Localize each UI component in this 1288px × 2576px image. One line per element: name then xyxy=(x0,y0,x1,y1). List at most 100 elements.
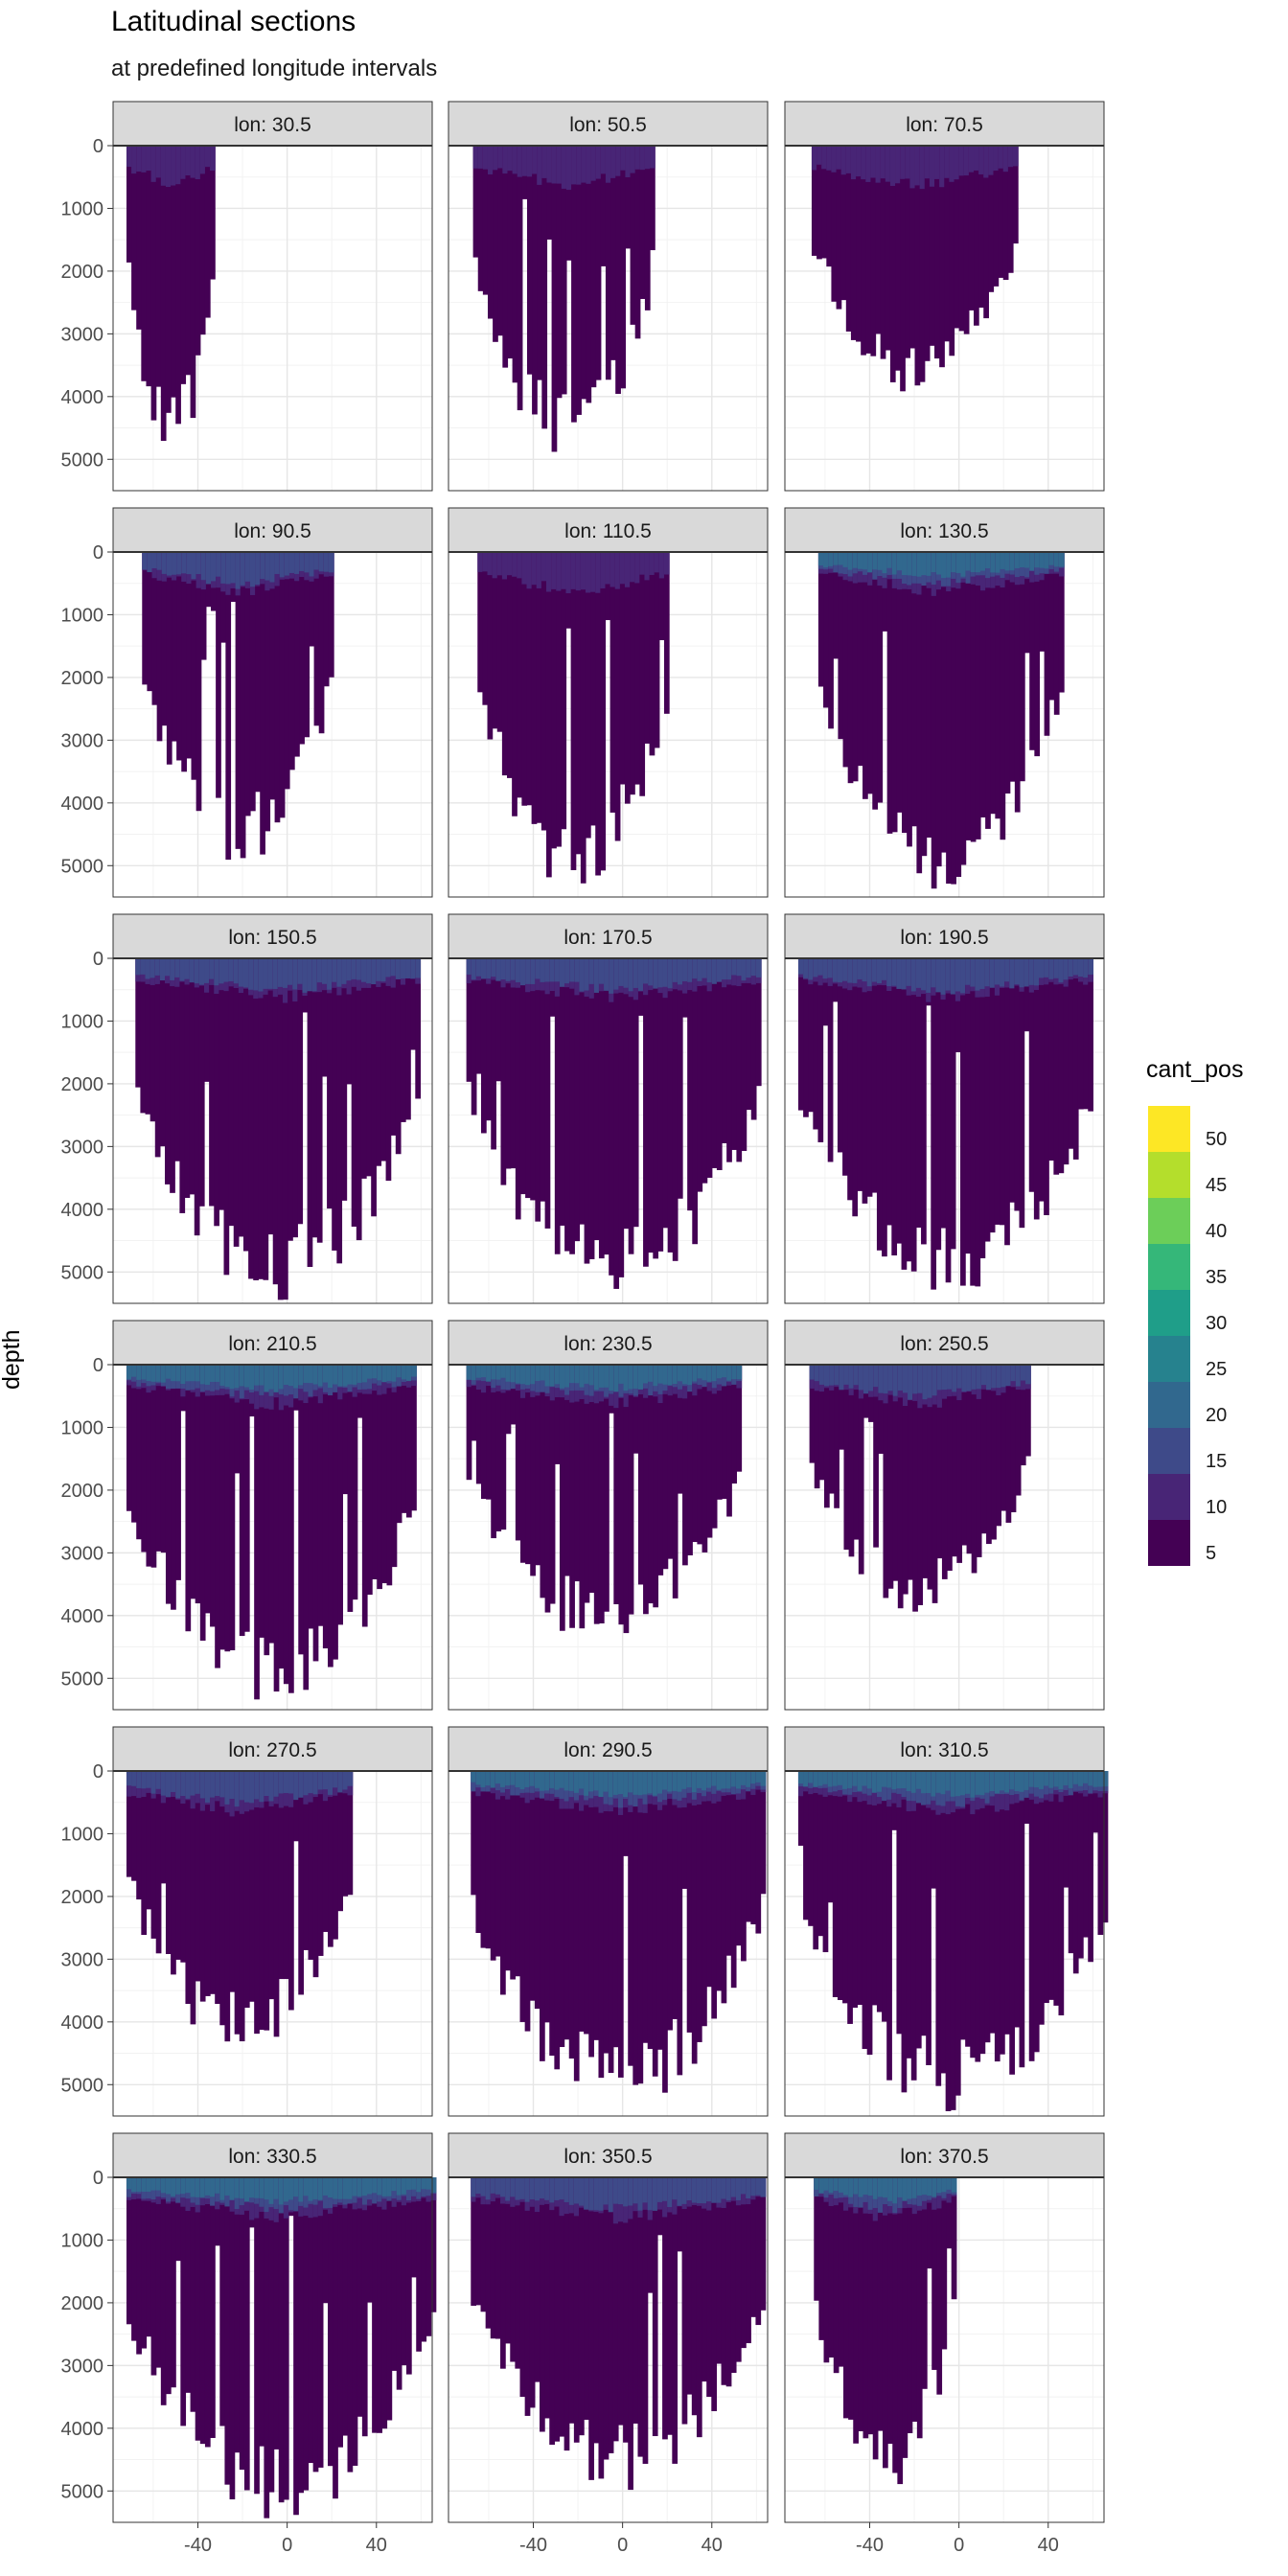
section-cell xyxy=(302,958,309,993)
section-cell xyxy=(907,552,912,847)
section-cell xyxy=(264,552,271,581)
y-tick-label: 1000 xyxy=(61,2230,104,2251)
section-cell xyxy=(288,1771,294,1794)
section-cell xyxy=(136,1365,142,1380)
section-cell xyxy=(505,958,512,981)
section-cell xyxy=(366,958,372,1177)
section-cell xyxy=(1039,552,1046,652)
section-cell xyxy=(150,2177,157,2191)
section-cell xyxy=(126,2177,132,2325)
section-cell xyxy=(983,146,989,178)
section-cell xyxy=(386,2177,393,2421)
y-tick-label: 3000 xyxy=(61,2356,104,2377)
section-cell xyxy=(242,958,249,1252)
section-cell xyxy=(604,958,610,1255)
section-cell xyxy=(131,1771,137,1786)
section-cell xyxy=(817,1771,824,1937)
section-cell xyxy=(292,958,298,990)
section-cell xyxy=(405,958,411,978)
panel-border xyxy=(112,145,433,492)
section-cell xyxy=(537,146,542,185)
section-cell xyxy=(1048,552,1055,565)
section-cell xyxy=(283,1365,289,1685)
section-cell xyxy=(239,2177,245,2199)
section-cell xyxy=(615,146,621,176)
section-cell xyxy=(677,2177,683,2252)
section-cell xyxy=(190,2177,196,2197)
section-cell xyxy=(1014,1771,1021,2028)
y-tick-label: 1000 xyxy=(61,605,104,626)
facet-strip-label: lon: 70.5 xyxy=(906,114,983,136)
section-cell xyxy=(551,146,558,184)
y-tick-label: 0 xyxy=(93,1355,104,1376)
section-cell xyxy=(983,146,989,319)
section-cell xyxy=(648,958,654,1254)
section-cell xyxy=(857,552,863,569)
section-cell xyxy=(726,958,732,1162)
section-cell xyxy=(150,2177,157,2376)
section-cell xyxy=(416,2177,422,2193)
section-cell xyxy=(510,958,517,1169)
section-cell xyxy=(836,146,842,310)
section-cell xyxy=(215,1365,220,1668)
section-cell xyxy=(501,552,508,580)
section-cell xyxy=(491,1365,496,1380)
section-cell xyxy=(491,958,496,1150)
facet-strip-label: lon: 310.5 xyxy=(900,1739,988,1761)
section-cell xyxy=(608,2177,614,2213)
section-cell xyxy=(521,552,528,585)
section-cell xyxy=(667,1771,673,2031)
section-cell xyxy=(1004,552,1011,571)
section-cell xyxy=(979,958,986,1258)
section-cell xyxy=(549,2177,555,2203)
section-cell xyxy=(755,1771,762,1934)
section-cell xyxy=(996,1365,1002,1527)
section-cell xyxy=(848,2177,854,2420)
section-cell xyxy=(831,146,838,172)
section-cell xyxy=(682,958,688,981)
section-cell xyxy=(541,146,548,178)
section-cell xyxy=(1000,1771,1005,2055)
section-cell xyxy=(532,146,538,415)
section-cell xyxy=(288,552,295,770)
section-cell xyxy=(486,958,492,979)
section-cell xyxy=(866,1771,873,1789)
section-cell xyxy=(471,2177,477,2197)
facet-plot-area xyxy=(785,1364,1104,1710)
section-cell xyxy=(500,1771,506,1787)
section-cell xyxy=(822,958,829,979)
section-cell xyxy=(598,958,605,984)
section-cell xyxy=(663,552,670,575)
legend-label: 35 xyxy=(1206,1267,1227,1288)
section-cell xyxy=(994,1771,1000,1794)
panel-border xyxy=(784,2176,1105,2523)
section-cell xyxy=(176,552,182,761)
section-cell xyxy=(891,552,898,833)
section-cell xyxy=(813,1771,819,1950)
section-cell xyxy=(400,958,406,1122)
section-cell xyxy=(652,2177,658,2437)
section-cell xyxy=(304,552,310,738)
section-cell xyxy=(954,146,960,329)
section-cell xyxy=(811,146,817,256)
section-cell xyxy=(833,2177,840,2374)
section-cell xyxy=(575,552,582,855)
facet-panel: lon: 370.5-40 0 40 xyxy=(784,2132,1105,2556)
section-cell xyxy=(530,958,536,1201)
section-cell xyxy=(554,1365,561,1464)
section-cell xyxy=(161,552,168,574)
section-cell xyxy=(1077,958,1084,1110)
section-cell xyxy=(219,2177,226,2426)
section-cell xyxy=(725,1771,732,1789)
section-cell xyxy=(875,146,882,334)
section-cell xyxy=(808,1771,814,1783)
section-cell xyxy=(333,2177,338,2499)
section-cell xyxy=(922,1365,929,1578)
section-cell xyxy=(692,958,699,1245)
section-cell xyxy=(568,1771,575,1791)
section-cell xyxy=(960,958,966,994)
y-tick-label: 3000 xyxy=(61,1949,104,1970)
legend-swatch xyxy=(1148,1244,1190,1290)
section-cell xyxy=(691,2177,698,2203)
panel-border xyxy=(448,551,769,898)
